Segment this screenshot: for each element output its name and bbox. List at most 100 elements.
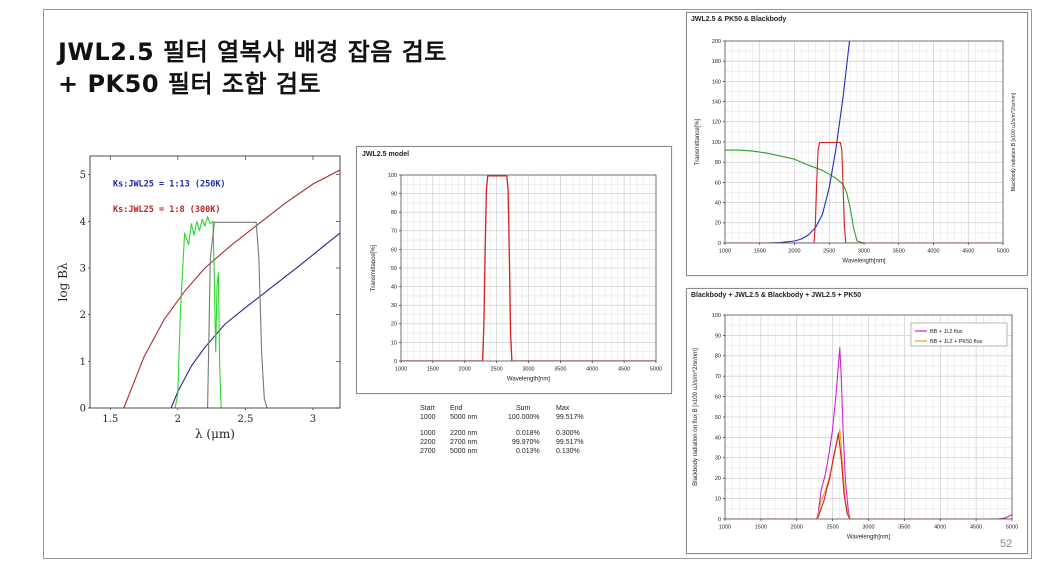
stats-cell: 1000 [420,430,436,437]
x-tick-label: 2000 [788,249,800,255]
logb-chart-panel: 1.5 2 2.5 3 0 1 2 3 4 5 λ (μm) log Bλ Ks:JWL25 = 1:1… [55,140,345,441]
x-tick-label: 1000 [719,249,731,255]
stats-cell: 99.970% [512,439,540,446]
x-tick-label: 2500 [823,249,835,255]
stats-header-row: Start End Sum Max [410,405,600,414]
series-line [401,175,656,361]
y-tick-label: 160 [712,79,721,85]
slide-title: JWL2.5 필터 열복사 배경 잡음 검토 + PK50 필터 조합 검토 [58,36,447,100]
logb-chart: 1.5 2 2.5 3 0 1 2 3 4 5 λ (μm) log Bλ Ks:JWL25 = 1:1… [56,155,341,441]
y-tick-label: 100 [712,140,721,146]
y-tick-label: 180 [712,59,721,65]
y-tick-label: 80 [715,354,721,360]
y-tick-label: 90 [391,192,397,198]
stats-table: Start End Sum Max 1000 5000 nm 100.000% … [410,405,600,457]
x-tick-label: 1000 [719,525,731,531]
y-tick-label: 50 [391,266,397,272]
legend-entry: BB + JL2 + PK50 flux [930,339,983,345]
series-line [725,141,1003,243]
x-tick-label: 1500 [754,249,766,255]
stats-cell: 5000 nm [450,414,478,421]
x-tick-label: 4000 [927,249,939,255]
y-tick-label: 10 [391,340,397,346]
y-tick-label: 0 [718,517,721,523]
x-tick-label: 2500 [827,525,839,531]
y-axis-label: Blackbody radiation on flux B [x100 uJ/s… [693,348,699,486]
stats-cell: 100.000% [508,414,540,421]
stats-cell: 0.018% [516,430,540,437]
flux-title: Blackbody + JWL2.5 & Blackbody + JWL2.5 … [691,292,862,299]
legend-box [910,322,1008,347]
y-tick-label: 60 [715,395,721,401]
jwl-model-chart: 1000 1500 2000 2500 3000 3500 4000 4500 5000 0 10 2… [371,173,662,383]
series-line [207,221,268,408]
x-tick-label: 3000 [858,249,870,255]
series-line [174,216,222,408]
y-axis-label-secondary: Blackbody radiation B [x100 uJ/s/m^2/sr/… [1011,92,1017,191]
x-tick-label: 3 [310,414,316,425]
stats-cell: 2700 nm [450,439,478,446]
y-tick-label: 20 [715,221,721,227]
y-tick-label: 60 [391,247,397,253]
series-line [725,149,1003,243]
y-tick-label: 0 [394,359,397,365]
x-tick-label: 4000 [934,525,946,531]
page-number: 52 [1000,538,1013,550]
y-tick-label: 40 [715,201,721,207]
y-tick-label: 100 [388,173,397,179]
stats-header-end: End [450,405,463,412]
stats-row: 1000 5000 nm 100.000% 99.517% [410,414,600,423]
x-tick-label: 2000 [459,367,471,373]
x-tick-label: 1000 [395,367,407,373]
y-tick-label: 120 [712,120,721,126]
x-axis-label: Wavelength[nm] [842,259,885,265]
chart-annotation: Ks:JWL25 = 1:13 (250K) [113,179,226,189]
stats-cell: 1000 [420,414,436,421]
stats-cell: 99.517% [556,414,584,421]
x-axis-label: Wavelength[nm] [847,535,890,541]
blackbody-title: JWL2.5 & PK50 & Blackbody [691,16,787,23]
y-tick-label: 0 [718,241,721,247]
y-tick-label: 70 [391,229,397,235]
y-axis-label: Transmittance[%] [371,244,377,291]
stats-cell: 99.517% [556,439,584,446]
x-tick-label: 3500 [554,367,566,373]
y-tick-label: 40 [715,435,721,441]
y-axis-label: log Bλ [56,262,70,301]
blackbody-panel: JWL2.5 & PK50 & Blackbody 1000 1500 2000 25… [686,12,1028,276]
x-tick-label: 1500 [755,525,767,531]
y-tick-label: 4 [80,217,86,228]
stats-cell: 0.300% [556,430,580,437]
y-tick-label: 2 [80,310,86,321]
y-tick-label: 1 [80,357,86,368]
slide-title-line1: JWL2.5 필터 열복사 배경 잡음 검토 [58,38,447,66]
stats-row: 2200 2700 nm 99.970% 99.517% [410,439,600,448]
y-tick-label: 3 [80,264,86,275]
y-tick-label: 0 [80,404,86,415]
x-tick-label: 3000 [522,367,534,373]
stats-cell: 2200 [420,439,436,446]
x-tick-label: 5000 [1006,525,1018,531]
series-line [725,347,1012,519]
plot-frame [89,155,341,409]
x-tick-label: 1500 [427,367,439,373]
y-tick-label: 80 [391,210,397,216]
stats-row: 2700 5000 nm 0.013% 0.130% [410,448,600,457]
jwl-model-title: JWL2.5 model [362,151,410,158]
series-line [725,432,1012,519]
series-line [123,169,340,408]
flux-chart: 1000 1500 2000 2500 3000 3500 4000 4500 5000 0 10 2… [693,313,1018,541]
x-axis-label: Wavelength[nm] [507,377,550,383]
y-tick-label: 140 [712,100,721,106]
y-tick-label: 30 [715,456,721,462]
y-tick-label: 20 [715,476,721,482]
x-tick-label: 2500 [491,367,503,373]
stats-cell: 5000 nm [450,448,478,455]
x-tick-label: 3500 [898,525,910,531]
stats-cell: 0.013% [516,448,540,455]
x-tick-label: 4500 [970,525,982,531]
legend-entry: BB + JL2 flux [930,329,963,335]
y-tick-label: 30 [391,303,397,309]
x-axis-label: λ (μm) [195,427,235,441]
stats-header-max: Max [556,405,570,412]
